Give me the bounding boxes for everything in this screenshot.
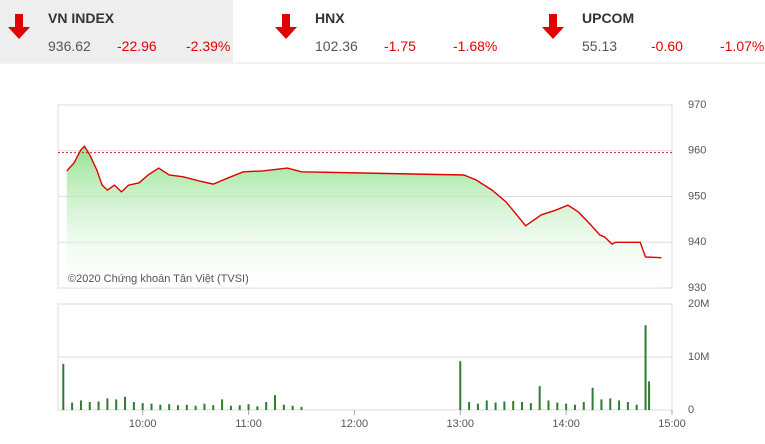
volume-bar — [124, 396, 127, 410]
volume-bar — [115, 399, 118, 410]
x-tick-label: 10:00 — [129, 418, 157, 430]
x-tick-label: 14:00 — [552, 418, 580, 430]
index-percent: -1.07% — [720, 38, 765, 54]
volume-bar — [221, 399, 224, 410]
volume-bar — [71, 402, 74, 410]
volume-bar — [573, 404, 576, 410]
volume-bar — [512, 400, 515, 410]
volume-bar — [106, 398, 109, 410]
index-percent: -1.68% — [453, 38, 498, 54]
x-tick-label: 11:00 — [235, 418, 262, 430]
volume-bar — [644, 325, 647, 410]
volume-bar — [565, 403, 568, 410]
volume-bar — [538, 386, 541, 410]
volume-bar — [238, 405, 241, 410]
volume-bar — [291, 405, 294, 410]
watermark: ©2020 Chứng khoán Tân Việt (TVSI) — [68, 273, 249, 285]
volume-bar — [618, 400, 621, 410]
index-tile[interactable]: HNX 102.36 -1.75 -1.68% — [267, 0, 500, 62]
y-tick-label: 970 — [688, 99, 706, 111]
volume-bar — [626, 402, 629, 410]
volume-bar — [247, 404, 250, 410]
volume-bar — [609, 398, 612, 410]
y-tick-label: 20M — [688, 298, 709, 310]
volume-bar — [648, 381, 651, 410]
volume-bar — [556, 402, 559, 410]
volume-bar — [591, 387, 594, 410]
index-tile[interactable]: UPCOM 55.13 -0.60 -1.07% — [534, 0, 765, 62]
volume-bar — [212, 405, 215, 410]
y-tick-label: 960 — [688, 145, 706, 157]
index-name: VN INDEX — [48, 10, 115, 26]
volume-bar — [468, 402, 471, 410]
volume-bar — [582, 402, 585, 410]
volume-bar — [185, 404, 188, 410]
index-value: 55.13 — [582, 38, 618, 54]
volume-bar — [459, 361, 462, 410]
down-arrow — [542, 14, 564, 39]
y-tick-label: 0 — [688, 404, 694, 416]
volume-bar — [176, 405, 179, 410]
volume-bar — [282, 404, 285, 410]
volume-bar — [265, 402, 268, 410]
volume-bar — [194, 405, 197, 410]
volume-bar — [635, 404, 638, 410]
volume-bar — [62, 363, 65, 410]
index-change: -22.96 — [117, 38, 157, 54]
price-line — [66, 145, 662, 259]
index-change: -0.60 — [651, 38, 683, 54]
index-change: -1.75 — [384, 38, 416, 54]
down-arrow — [275, 14, 297, 39]
volume-bar — [494, 402, 497, 410]
down-arrow — [8, 14, 30, 39]
volume-bar — [274, 395, 277, 410]
index-tile[interactable]: VN INDEX 936.62 -22.96 -2.39% — [0, 0, 233, 62]
volume-bar — [521, 402, 524, 410]
volume-bar — [88, 402, 91, 410]
index-name: UPCOM — [582, 10, 635, 26]
index-value: 102.36 — [315, 38, 358, 54]
area — [66, 146, 662, 288]
volume-bar — [547, 400, 550, 410]
y-tick-label: 930 — [688, 282, 706, 294]
y-tick-label: 10M — [688, 351, 709, 363]
volume-bar — [159, 404, 162, 410]
index-percent: -2.39% — [186, 38, 231, 54]
volume-bar — [150, 403, 153, 410]
volume-bar — [97, 401, 100, 410]
volume-bar — [476, 403, 479, 410]
volume-bar — [229, 405, 232, 410]
volume-bar — [79, 400, 82, 410]
volume-bar — [529, 403, 532, 410]
y-tick-label: 950 — [688, 190, 706, 202]
volume-bar — [203, 403, 206, 410]
y-tick-label: 940 — [688, 236, 706, 248]
index-name: HNX — [315, 10, 345, 26]
volume-bar — [485, 400, 488, 410]
x-tick-label: 15:00 — [658, 418, 686, 430]
volume-bar — [503, 401, 506, 410]
volume-bar — [141, 403, 144, 410]
x-tick-label: 12:00 — [341, 418, 369, 430]
volume-bar — [168, 404, 171, 410]
volume-bar — [132, 402, 135, 410]
x-tick-label: 13:00 — [447, 418, 475, 430]
index-value: 936.62 — [48, 38, 91, 54]
volume-bar — [300, 406, 303, 410]
volume-bar — [256, 406, 259, 410]
volume-bar — [600, 399, 603, 410]
